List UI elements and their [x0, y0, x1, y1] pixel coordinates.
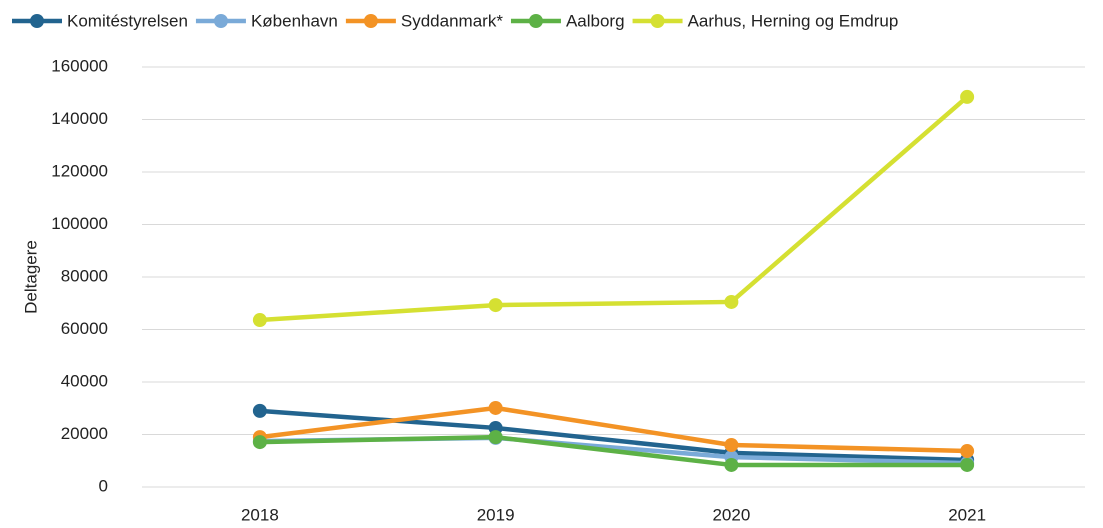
legend-marker: [213, 14, 228, 28]
legend-label: Syddanmark*: [401, 11, 503, 30]
legend-label: Aarhus, Herning og Emdrup: [688, 11, 899, 30]
y-tick-label: 80000: [61, 266, 108, 285]
y-tick-label: 20000: [61, 424, 108, 443]
legend-label: Aalborg: [566, 11, 625, 30]
x-tick-label: 2020: [712, 505, 750, 524]
y-tick-label: 120000: [51, 161, 108, 180]
legend-marker: [363, 14, 378, 28]
data-point: [960, 89, 975, 104]
legend-marker: [650, 14, 665, 28]
y-tick-label: 0: [99, 476, 108, 495]
y-tick-label: 60000: [61, 319, 108, 338]
legend-marker: [528, 14, 543, 28]
data-point: [488, 430, 503, 445]
legend-label: København: [251, 11, 338, 30]
y-axis-label: Deltagere: [21, 240, 40, 314]
data-point: [724, 438, 739, 452]
data-point: [252, 313, 267, 328]
data-point: [252, 435, 267, 450]
series-line: [259, 408, 968, 463]
data-point: [252, 403, 267, 418]
series-line: [259, 405, 968, 454]
legend-marker: [30, 14, 44, 28]
legend-label: Komitéstyrelsen: [67, 11, 188, 30]
y-tick-label: 160000: [51, 56, 108, 75]
series-line: [259, 434, 968, 468]
data-point: [488, 400, 503, 415]
data-point: [724, 457, 739, 472]
data-point: [960, 457, 975, 472]
data-point: [724, 294, 739, 309]
x-tick-label: 2019: [477, 505, 515, 524]
x-tick-label: 2021: [948, 505, 986, 524]
y-tick-label: 100000: [51, 214, 108, 233]
y-tick-label: 40000: [61, 371, 108, 390]
x-tick-label: 2018: [241, 505, 279, 524]
data-point: [960, 444, 975, 459]
series-line: [259, 95, 969, 323]
data-point: [488, 298, 503, 313]
y-tick-label: 140000: [51, 109, 108, 128]
